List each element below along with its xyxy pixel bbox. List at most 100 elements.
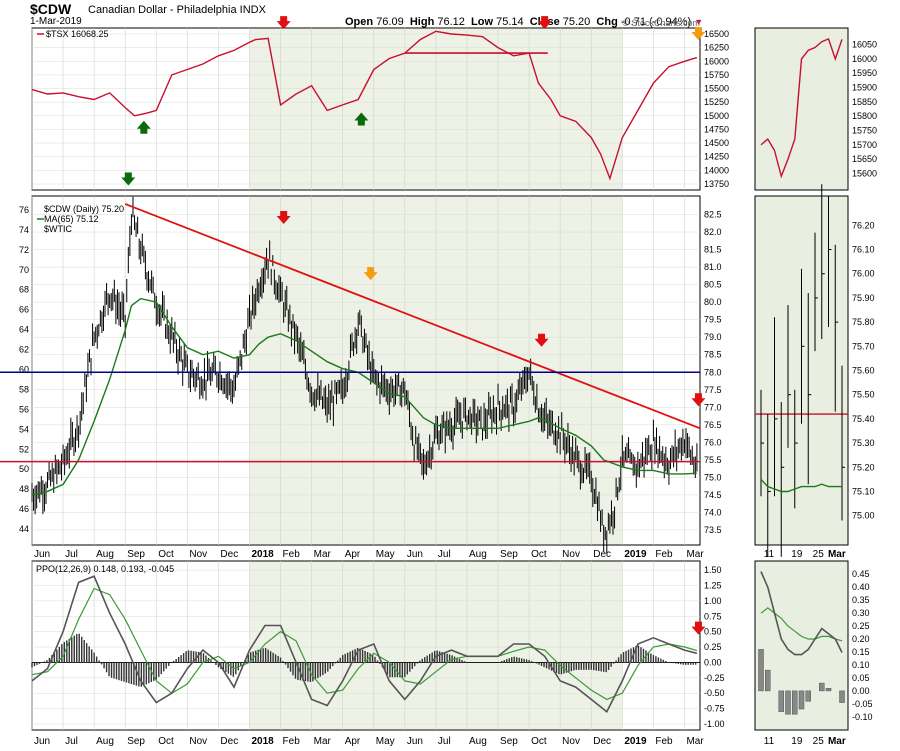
x-tick-label: Sep (127, 736, 145, 747)
ppo-signal-line (31, 587, 698, 701)
price-y-left-tick-label: 62 (19, 345, 29, 355)
zoom-x-tick-label: Mar (828, 736, 846, 747)
x-tick-label: Feb (655, 736, 673, 747)
x-tick-label: Oct (158, 736, 174, 747)
tsx-y-tick-label: 14750 (704, 124, 729, 134)
price-y-right-tick-label: 75.0 (704, 472, 722, 482)
source-credit: © StockCharts.com (622, 18, 700, 28)
zoom-ppo-y-tick-label: -0.10 (852, 712, 873, 722)
arrow-down-icon (537, 16, 552, 30)
x-tick-label: Nov (189, 736, 207, 747)
zoom-ppo-y-tick-label: 0.30 (852, 608, 870, 618)
tsx-y-tick-label: 16000 (704, 56, 729, 66)
zoom-price-y-tick-label: 75.10 (852, 486, 875, 496)
x-tick-label: Mar (686, 549, 704, 560)
price-y-left-tick-label: 46 (19, 504, 29, 514)
x-tick-label: Dec (220, 736, 238, 747)
zoom-price-y-tick-label: 76.00 (852, 269, 875, 279)
ma-legend: MA(65) 75.12 (44, 214, 99, 224)
tsx-y-tick-label: 15000 (704, 111, 729, 121)
zoom-tsx-y-tick-label: 15650 (852, 154, 877, 164)
zoom-tsx-y-tick-label: 15750 (852, 125, 877, 135)
arrow-down-icon (276, 16, 291, 30)
zoom-tsx-y-tick-label: 15600 (852, 168, 877, 178)
zoom-ppo-hist-bar (785, 690, 791, 715)
zoom-ppo-y-tick-label: 0.45 (852, 569, 870, 579)
arrow-down-icon (691, 621, 706, 635)
arrow-down-icon (363, 267, 378, 281)
x-tick-label: Nov (562, 549, 580, 560)
zoom-price-y-tick-label: 75.00 (852, 511, 875, 521)
zoom-price-y-tick-label: 75.70 (852, 341, 875, 351)
zoom-ppo-y-tick-label: 0.05 (852, 673, 870, 683)
tsx-legend: $TSX 16068.25 (46, 29, 109, 39)
high-value: 76.12 (437, 16, 465, 28)
x-tick-label: Nov (562, 736, 580, 747)
close-value: 75.20 (562, 16, 591, 28)
zoom-ppo-hist-bar (819, 682, 825, 692)
x-tick-label: Feb (283, 736, 301, 747)
x-tick-label: Aug (469, 736, 487, 747)
x-tick-label: 2019 (624, 736, 647, 747)
x-tick-label: Dec (220, 549, 238, 560)
price-y-left-tick-label: 72 (19, 245, 29, 255)
low-label: Low (471, 16, 494, 28)
zoom-price-y-tick-label: 76.20 (852, 220, 875, 230)
zoom-x-tick-label: 11 (764, 549, 775, 560)
price-y-right-tick-label: 78.0 (704, 367, 722, 377)
price-y-right-tick-label: 73.5 (704, 525, 722, 535)
zoom-ppo-hist-bar (805, 690, 811, 702)
price-y-right-tick-label: 80.5 (704, 280, 722, 290)
tsx-y-tick-label: 14500 (704, 138, 729, 148)
zoom-ppo-line (760, 571, 843, 656)
chg-down-icon: ▼ (694, 17, 704, 27)
x-tick-label: 2018 (251, 549, 274, 560)
price-y-right-tick-label: 79.5 (704, 315, 722, 325)
zoom-ppo-y-tick-label: 0.25 (852, 621, 870, 631)
price-y-right-tick-label: 74.5 (704, 490, 722, 500)
arrow-down-icon (121, 172, 136, 186)
ppo-y-tick-label: 1.25 (704, 580, 722, 590)
x-tick-label: Oct (158, 549, 174, 560)
x-tick-label: Sep (500, 736, 518, 747)
price-y-left-tick-label: 70 (19, 265, 29, 275)
price-y-left-tick-label: 58 (19, 384, 29, 394)
zoom-price-y-tick-label: 75.60 (852, 366, 875, 376)
zoom-ppo-y-tick-label: 0.40 (852, 582, 870, 592)
zoom-price-y-tick-label: 75.50 (852, 390, 875, 400)
tsx-y-tick-label: 15750 (704, 70, 729, 80)
zoom-ppo-y-tick-label: 0.10 (852, 660, 870, 670)
arrow-down-icon (691, 393, 706, 407)
zoom-x-tick-label: 25 (813, 549, 825, 560)
instrument-name: Canadian Dollar - Philadelphia (88, 4, 237, 16)
chart-name: Canadian Dollar - Philadelphia INDX (88, 4, 266, 16)
x-tick-label: Oct (531, 549, 547, 560)
price-y-right-tick-label: 81.0 (704, 262, 722, 272)
price-y-left-tick-label: 66 (19, 305, 29, 315)
zoom-price-y-tick-label: 76.10 (852, 245, 875, 255)
zoom-tsx-series-line (760, 37, 843, 179)
exchange-label: INDX (239, 4, 266, 16)
zoom-ppo-hist-bar (792, 690, 798, 715)
price-y-left-tick-label: 74 (19, 225, 29, 235)
arrow-up-icon (136, 120, 151, 134)
x-tick-label: Aug (96, 736, 114, 747)
low-value: 75.14 (496, 16, 524, 28)
x-tick-label: 2018 (251, 736, 274, 747)
overlay-legend: $WTIC (44, 224, 72, 234)
zoom-ppo-y-tick-label: -0.05 (852, 699, 873, 709)
zoom-panel-frame-tsx (754, 27, 849, 191)
zoom-x-tick-label: Mar (828, 549, 846, 560)
zoom-ppo-y-tick-label: 0.20 (852, 634, 870, 644)
x-tick-label: Sep (127, 549, 145, 560)
chart-date: 1-Mar-2019 (30, 16, 82, 27)
x-tick-label: Sep (500, 549, 518, 560)
tsx-y-tick-label: 14000 (704, 165, 729, 175)
ppo-y-tick-label: -0.25 (704, 673, 725, 683)
zoom-price-y-tick-label: 75.20 (852, 462, 875, 472)
ppo-y-tick-label: 0.00 (704, 657, 722, 667)
price-y-right-tick-label: 76.5 (704, 420, 722, 430)
ppo-y-tick-label: 1.00 (704, 596, 722, 606)
high-label: High (409, 16, 435, 28)
open-label: Open (345, 16, 374, 28)
